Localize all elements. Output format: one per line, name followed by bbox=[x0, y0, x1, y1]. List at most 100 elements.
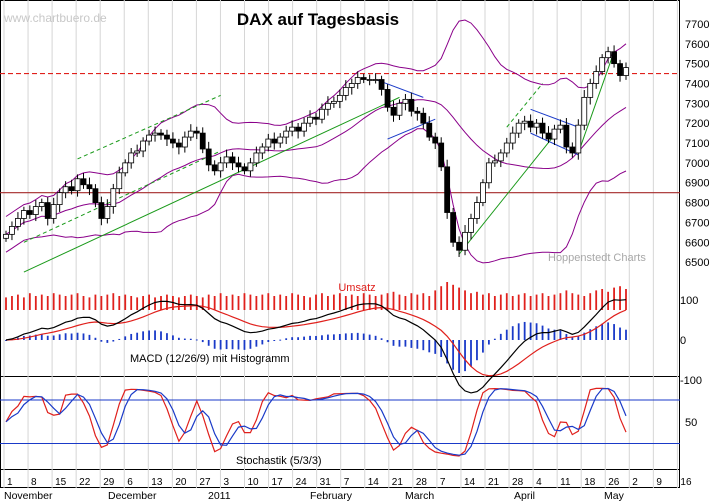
macd-histogram-bar bbox=[243, 340, 246, 350]
volume-label: Umsatz bbox=[338, 282, 375, 294]
day-tick-label: 26 bbox=[608, 477, 620, 488]
candle-body bbox=[587, 83, 594, 98]
day-tick-label: 11 bbox=[560, 477, 571, 488]
volume-bar bbox=[100, 296, 103, 310]
macd-histogram-bar bbox=[70, 333, 73, 340]
candle-body bbox=[181, 136, 188, 148]
macd-histogram-bar bbox=[297, 337, 300, 340]
candle-body bbox=[193, 130, 200, 134]
candle-body bbox=[438, 142, 445, 168]
volume-bar bbox=[166, 294, 168, 310]
volume-bar bbox=[160, 296, 162, 310]
macd-histogram-bar bbox=[577, 336, 580, 340]
volume-bar bbox=[625, 289, 627, 310]
chart-title: DAX auf Tagesbasis bbox=[237, 10, 399, 29]
macd-histogram-bar bbox=[285, 338, 288, 340]
candle-body bbox=[336, 94, 343, 102]
volume-bar bbox=[88, 297, 91, 310]
candle-body bbox=[80, 178, 87, 186]
macd-label: MACD (12/26/9) mit Histogramm bbox=[130, 353, 290, 365]
volume-bar bbox=[529, 296, 532, 310]
trendline-channel-dashed bbox=[23, 150, 221, 243]
candle-body bbox=[283, 130, 290, 138]
stochastic-panel bbox=[0, 387, 680, 457]
volume-bar bbox=[398, 294, 401, 310]
volume-bar bbox=[219, 293, 222, 310]
macd-line bbox=[5, 299, 627, 394]
volume-bar bbox=[589, 293, 592, 310]
macd-histogram-bar bbox=[571, 337, 574, 340]
price-tick-label: 7600 bbox=[685, 39, 709, 51]
volume-bar bbox=[446, 282, 449, 310]
candle-body bbox=[408, 98, 415, 112]
macd-tick-label: 0 bbox=[680, 335, 686, 347]
candle-body bbox=[313, 116, 319, 120]
macd-histogram-bar bbox=[183, 338, 186, 340]
candle-body bbox=[271, 138, 278, 144]
volume-bar bbox=[499, 294, 502, 310]
candle-body bbox=[390, 106, 397, 116]
candle-body bbox=[253, 152, 260, 164]
candle-body bbox=[503, 142, 510, 154]
volume-bar bbox=[243, 293, 246, 310]
candle-body bbox=[56, 192, 63, 205]
macd-histogram-bar bbox=[237, 340, 240, 350]
macd-histogram-bar bbox=[458, 340, 460, 373]
trendline-up-3 bbox=[577, 51, 615, 154]
volume-bar bbox=[70, 294, 73, 310]
volume-bar bbox=[154, 297, 156, 310]
volume-bar bbox=[493, 296, 496, 310]
volume-bar bbox=[94, 294, 97, 310]
stochastic-label: Stochastik (5/3/3) bbox=[236, 455, 322, 467]
macd-histogram-bar bbox=[118, 338, 121, 340]
volume-bar bbox=[386, 293, 389, 310]
volume-bar bbox=[136, 297, 139, 310]
macd-histogram-bar bbox=[535, 323, 538, 340]
day-tick-label: 6 bbox=[127, 477, 133, 488]
macd-histogram-bar bbox=[434, 340, 437, 354]
volume-bar bbox=[332, 294, 335, 310]
candle-body bbox=[92, 188, 99, 203]
volume-bar bbox=[291, 293, 294, 310]
volume-bar bbox=[464, 290, 466, 310]
macd-histogram-bar bbox=[225, 340, 228, 350]
candle-body bbox=[491, 160, 498, 164]
candle-body bbox=[199, 132, 206, 150]
macd-histogram-bar bbox=[332, 334, 335, 340]
candle-body bbox=[563, 124, 570, 148]
macd-histogram-bar bbox=[553, 329, 556, 340]
macd-histogram-bar bbox=[493, 338, 496, 340]
volume-bar bbox=[22, 297, 25, 310]
candle-body bbox=[456, 241, 462, 251]
candle-body bbox=[128, 152, 135, 164]
candle-body bbox=[372, 79, 379, 81]
credit-label: Hoppenstedt Charts bbox=[548, 252, 646, 264]
moving-average bbox=[5, 99, 627, 235]
candle-body bbox=[432, 136, 439, 144]
volume-bar bbox=[535, 294, 538, 310]
macd-histogram-bar bbox=[398, 340, 401, 347]
volume-bar bbox=[130, 296, 133, 310]
candle-body bbox=[307, 116, 313, 124]
volume-bar bbox=[231, 294, 234, 310]
volume-bar bbox=[46, 296, 49, 310]
candle-body bbox=[366, 79, 373, 81]
trendline-channel-dashed-2 bbox=[77, 94, 221, 160]
candle-body bbox=[62, 186, 69, 194]
volume-bar bbox=[273, 296, 276, 310]
macd-histogram-bar bbox=[380, 338, 383, 340]
macd-histogram-bar bbox=[160, 331, 162, 340]
candle-body bbox=[551, 128, 558, 140]
candle-body bbox=[444, 166, 451, 213]
volume-bar bbox=[511, 296, 514, 310]
candle-body bbox=[354, 77, 361, 84]
macd-signal-line bbox=[5, 305, 627, 377]
candle-body bbox=[74, 178, 81, 192]
macd-histogram-bar bbox=[231, 340, 234, 350]
candle-body bbox=[402, 98, 409, 104]
volume-bar bbox=[261, 294, 264, 310]
candle-body bbox=[605, 51, 612, 59]
volume-bar bbox=[565, 290, 568, 310]
volume-bar bbox=[476, 291, 478, 310]
volume-bar bbox=[58, 294, 61, 310]
